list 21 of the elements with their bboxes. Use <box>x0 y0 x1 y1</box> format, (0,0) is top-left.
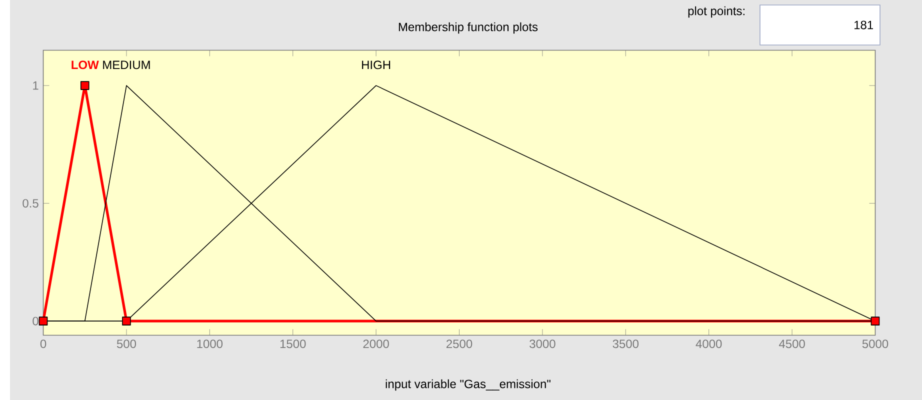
series-label: MEDIUM <box>103 60 150 70</box>
x-tick-label: 3000 <box>530 340 556 348</box>
x-tick-label: 1500 <box>280 340 306 348</box>
y-tick-label: 1 <box>33 81 38 90</box>
series-label: HIGH <box>362 60 390 70</box>
x-axis-title: input variable "Gas__emission" <box>386 379 550 391</box>
y-tick-label: 0 <box>32 316 38 326</box>
x-tick-label: 2000 <box>363 340 389 348</box>
x-tick-label: 4000 <box>696 340 722 348</box>
text: 181 <box>854 20 874 30</box>
text: plot points: <box>688 6 744 18</box>
x-tick-label: 2500 <box>446 340 472 348</box>
x-tick-label: 3500 <box>612 340 639 348</box>
y-tick-label: 0.5 <box>22 199 38 208</box>
x-tick-label: 1000 <box>197 340 223 348</box>
x-tick-label: 500 <box>116 340 136 348</box>
x-tick-label: 4500 <box>778 340 805 348</box>
x-tick-label: 5000 <box>862 340 888 348</box>
x-tick-label: 0 <box>40 340 46 348</box>
series-label: LOW <box>72 60 99 70</box>
chart-title: Membership function plots <box>398 22 538 34</box>
